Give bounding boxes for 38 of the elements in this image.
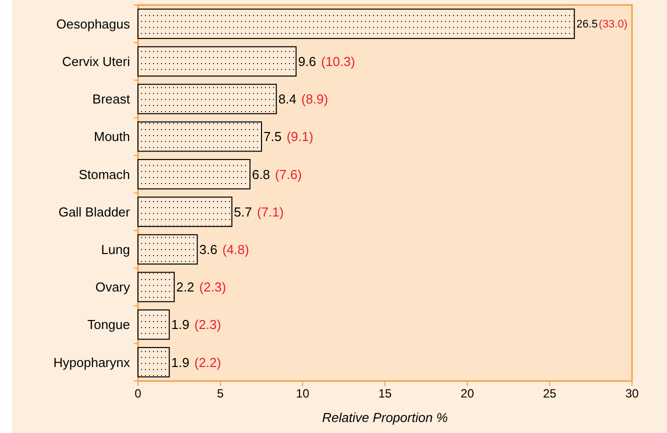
y-tick-label: Mouth [94, 129, 130, 144]
annotation: (8.9) [301, 92, 328, 107]
annotation: (2.2) [194, 354, 222, 370]
data-label: 6.8 [252, 166, 270, 182]
y-tick-label: Stomach [78, 166, 130, 182]
annotation: (2.3) [194, 317, 222, 332]
x-axis-title: Relative Proportion % [322, 410, 448, 425]
data-label: 1.9 [171, 354, 190, 370]
y-tick-label: Hypopharynx [53, 354, 130, 370]
y-tick-label: Oesophagus [56, 16, 130, 32]
data-label: 2.2 [176, 280, 194, 295]
y-tick-label: Lung [101, 242, 130, 257]
annotation: (33.0) [598, 18, 628, 31]
data-label: 7.5 [264, 129, 282, 144]
y-tick-label: Tongue [87, 317, 130, 332]
data-label: 8.4 [278, 92, 296, 107]
x-tick-label: 10 [296, 386, 310, 401]
annotation: (4.8) [222, 242, 250, 257]
x-tick-label: 25 [542, 386, 557, 401]
annotation: (10.3) [321, 54, 356, 69]
annotation: (7.1) [256, 204, 284, 220]
data-label: 1.9 [171, 317, 190, 332]
x-tick-label: 30 [625, 386, 639, 401]
y-tick-label: Gall Bladder [58, 204, 131, 220]
x-tick-label: 20 [460, 386, 474, 401]
data-label: 26.5 [576, 18, 598, 31]
y-tick-label: Ovary [95, 280, 130, 295]
annotation: (7.6) [275, 166, 302, 182]
x-tick-label: 5 [216, 386, 224, 401]
annotation: (2.3) [199, 280, 226, 295]
annotation: (9.1) [286, 129, 314, 144]
x-tick-label: 0 [134, 386, 142, 401]
x-tick-label: 15 [378, 386, 392, 401]
y-tick-label: Breast [92, 92, 130, 107]
data-label: 5.7 [234, 204, 252, 220]
y-tick-label: Cervix Uteri [62, 54, 130, 69]
data-label: 9.6 [298, 54, 316, 69]
data-label: 3.6 [199, 242, 218, 257]
